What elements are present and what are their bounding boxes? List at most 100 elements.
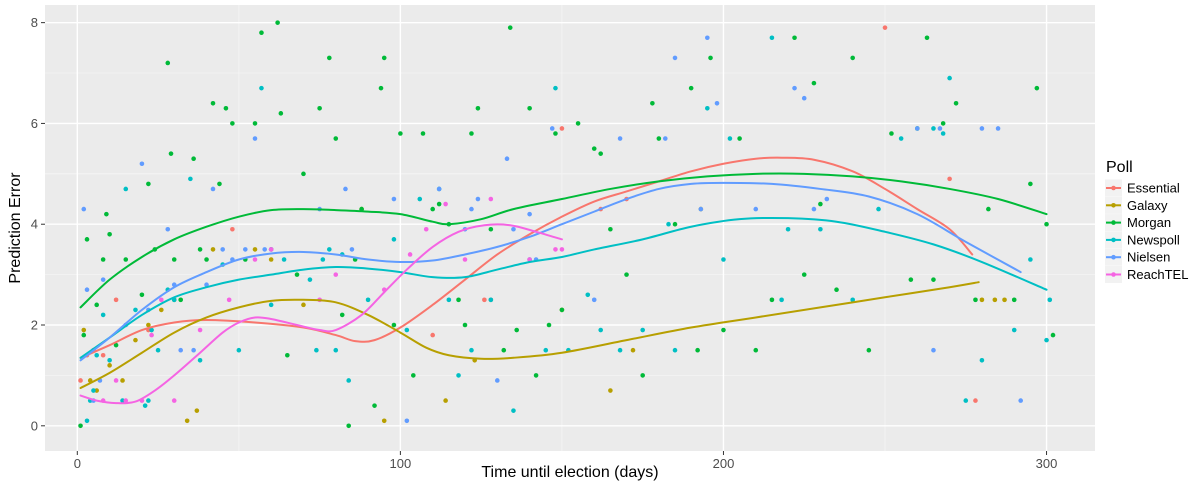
point-newspoll [898,136,904,141]
point-galaxy [194,408,200,413]
point-essential [973,398,978,403]
point-newspoll [100,312,106,318]
legend-dot-galaxy [1111,203,1116,208]
point-morgan [931,277,936,282]
x-axis-title: Time until election (days) [481,464,658,481]
point-newspoll [259,85,264,91]
point-morgan [339,312,345,318]
point-morgan [168,151,174,156]
y-tick-label: 8 [31,15,38,30]
point-newspoll [979,357,985,363]
point-galaxy [443,398,448,403]
y-tick-label: 4 [31,217,38,232]
legend-item-morgan: Morgan [1105,214,1171,232]
point-newspoll [365,297,371,303]
point-nielsen [343,186,348,192]
point-newspoll [281,257,287,262]
legend-dot-reachtel [1111,272,1116,277]
point-essential [230,226,235,232]
point-morgan [430,206,435,212]
point-nielsen [495,378,500,383]
legend-dot-morgan [1111,220,1116,225]
point-nielsen [469,206,474,212]
point-morgan [197,247,203,252]
point-nielsen [178,347,183,353]
point-morgan [100,257,106,262]
point-newspoll [488,297,494,303]
panel-background [45,5,1095,451]
point-newspoll [1047,297,1053,303]
point-morgan [123,257,129,262]
point-galaxy [268,257,274,262]
point-nielsen [617,136,623,141]
point-morgan [553,131,558,136]
point-newspoll [333,347,339,353]
point-morgan [398,131,403,136]
point-morgan [456,297,461,303]
point-nielsen [1018,398,1023,403]
point-newspoll [721,257,726,262]
point-morgan [650,100,655,106]
point-newspoll [672,347,678,353]
point-galaxy [81,327,87,333]
point-morgan [708,55,713,61]
point-newspoll [188,176,193,182]
point-newspoll [947,75,952,81]
point-nielsen [100,277,106,282]
point-morgan [721,327,726,333]
point-morgan [420,131,426,136]
smooth-line-galaxy [79,281,980,390]
point-nielsen [915,126,920,131]
point-morgan [834,287,839,293]
point-nielsen [511,226,516,232]
point-nielsen [931,347,936,353]
point-galaxy [159,307,164,313]
point-nielsen [165,226,171,232]
point-morgan [178,297,183,303]
point-newspoll [553,85,558,91]
point-nielsen [262,247,267,252]
point-morgan [672,221,678,227]
point-newspoll [511,408,516,413]
point-newspoll [705,106,710,111]
point-morgan [973,297,978,303]
point-morgan [84,237,90,242]
x-tick-label: 0 [74,456,81,471]
point-nielsen [436,186,442,192]
point-newspoll [146,398,151,403]
point-reachtel [226,297,232,303]
point-newspoll [769,35,775,41]
point-nielsen [792,85,797,91]
point-morgan [924,35,930,41]
point-essential [947,176,952,182]
point-morgan [591,146,597,151]
point-morgan [792,35,797,41]
point-galaxy [608,388,613,393]
grid-major [45,5,1095,451]
point-nielsen [84,287,90,293]
point-newspoll [142,403,148,408]
point-newspoll [149,327,154,333]
point-morgan [171,257,177,262]
point-morgan [889,131,894,136]
point-morgan [333,136,339,141]
legend-item-galaxy: Galaxy [1105,196,1168,214]
point-newspoll [120,398,125,403]
point-nielsen [349,247,355,252]
point-morgan [462,322,468,328]
legend-dot-nielsen [1111,254,1116,260]
point-nielsen [979,126,985,131]
point-galaxy [184,418,190,424]
point-morgan [469,131,474,136]
point-nielsen [243,247,248,252]
point-newspoll [91,388,96,393]
y-tick-label: 0 [31,418,38,433]
point-reachtel [113,378,119,383]
point-morgan [436,201,442,207]
legend-label-morgan: Morgan [1127,215,1171,230]
point-nielsen [549,126,555,131]
point-reachtel [462,257,468,262]
smooth-lines-layer [79,156,1048,405]
point-morgan [301,171,306,177]
point-morgan [378,85,384,91]
